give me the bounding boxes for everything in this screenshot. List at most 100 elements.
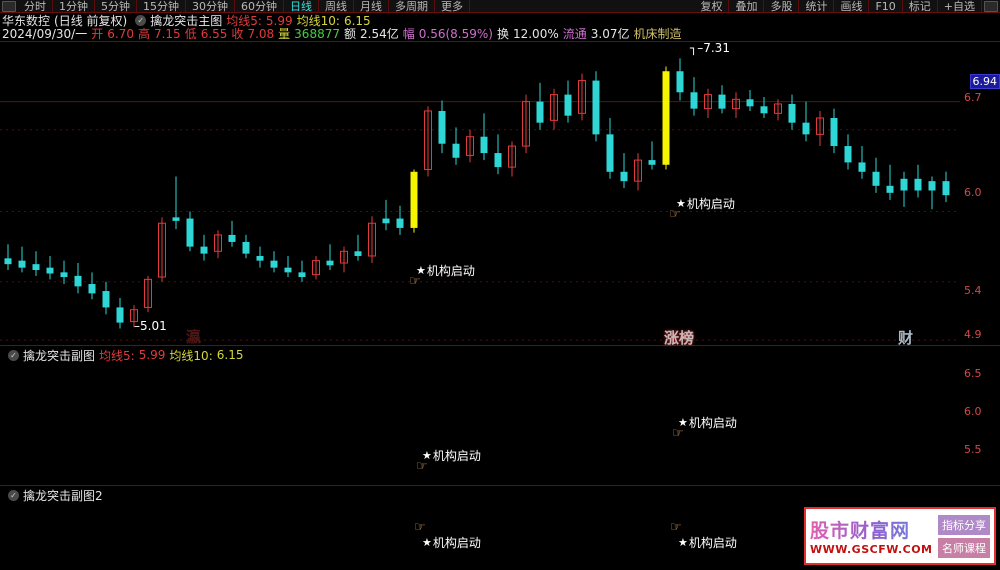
- tb-huaxian[interactable]: 画线: [834, 0, 869, 13]
- sub1-header[interactable]: ✓ 擒龙突击副图 均线5: 5.99 均线10: 6.15: [4, 348, 247, 362]
- tb-fenshi[interactable]: 分时: [18, 0, 53, 13]
- axis-label-main-0: 6.7: [964, 92, 998, 103]
- float-value: 3.07亿: [591, 25, 630, 42]
- sub1-signal-annotation-2: ★ 机构启动: [678, 414, 737, 431]
- tb-tongji[interactable]: 统计: [799, 0, 834, 13]
- axis-label-main-3: 4.9: [964, 329, 998, 340]
- turnover-label: 换: [497, 25, 509, 42]
- tb-30min[interactable]: 30分钟: [186, 0, 235, 13]
- window-icon[interactable]: [2, 1, 16, 12]
- open-label: 开: [91, 25, 103, 42]
- tb-add-watchlist[interactable]: +自选: [938, 0, 982, 13]
- tb-weekly[interactable]: 周线: [319, 0, 354, 13]
- tb-60min[interactable]: 60分钟: [235, 0, 284, 13]
- low-price-mark: –5.01: [134, 319, 167, 333]
- tb-diejia[interactable]: 叠加: [729, 0, 764, 13]
- sub1-ma5-value: 5.99: [139, 348, 166, 362]
- sub2-signal-annotation-2: ★ 机构启动: [678, 534, 737, 551]
- turnover-value: 12.00%: [513, 27, 559, 41]
- tb-monthly[interactable]: 月线: [354, 0, 389, 13]
- sub2-header[interactable]: ✓ 擒龙突击副图2: [4, 488, 107, 502]
- tb-15min[interactable]: 15分钟: [137, 0, 186, 13]
- sub1-signal-annotation-1: ★ 机构启动: [422, 447, 481, 464]
- site-watermark-box: 股市财富网 WWW.GSCFW.COM 指标分享 名师课程: [804, 507, 996, 565]
- tb-more[interactable]: 更多: [435, 0, 470, 13]
- main-chart-pane[interactable]: 6.7 6.0 5.4 4.9 6.94 ┐–7.31 –5.01 ★ 机构启动…: [0, 41, 1000, 345]
- signal-annotation-2: ★ 机构启动: [676, 195, 735, 212]
- range-value: 0.56(8.59%): [419, 27, 493, 41]
- sub2-hand-cursor-icon-1: ☞: [414, 520, 426, 535]
- tb-duogu[interactable]: 多股: [764, 0, 799, 13]
- toolbar-right-group[interactable]: 复权 叠加 多股 统计 画线 F10 标记 +自选: [694, 0, 1000, 13]
- sub2-hand-cursor-icon-2: ☞: [670, 520, 682, 535]
- range-label: 幅: [403, 25, 415, 42]
- current-price-tag: 6.94: [970, 74, 1000, 89]
- high-label: 高: [138, 25, 150, 42]
- indicator-share-button[interactable]: 指标分享: [938, 515, 990, 535]
- volume-value: 368877: [294, 27, 340, 41]
- sub-indicator-chart-1[interactable]: [0, 346, 960, 486]
- close-label: 收: [231, 25, 243, 42]
- tb-multi-period[interactable]: 多周期: [389, 0, 435, 13]
- sub1-signal-2-label: 机构启动: [689, 414, 737, 431]
- sub1-ma10-value: 6.15: [217, 348, 244, 362]
- watermark-center: 涨榜: [664, 327, 694, 348]
- axis-label-sub1-1: 6.0: [964, 406, 998, 417]
- high-price-mark: ┐–7.31: [690, 41, 730, 55]
- tb-daily[interactable]: 日线: [284, 0, 319, 13]
- site-watermark-buttons[interactable]: 指标分享 名师课程: [938, 515, 990, 558]
- toolbar-left-group[interactable]: 分时 1分钟 5分钟 15分钟 30分钟 60分钟 日线 周线 月线 多周期 更…: [0, 0, 470, 13]
- close-value: 7.08: [247, 27, 274, 41]
- sub-chart-pane-1[interactable]: ✓ 擒龙突击副图 均线5: 5.99 均线10: 6.15 6.5 6.0 5.…: [0, 345, 1000, 485]
- sub1-ma5-label: 均线5:: [99, 347, 135, 364]
- axis-label-sub1-0: 6.5: [964, 368, 998, 379]
- high-value: 7.15: [154, 27, 181, 41]
- site-watermark-text: 股市财富网 WWW.GSCFW.COM: [810, 516, 938, 556]
- low-label: 低: [185, 25, 197, 42]
- master-course-button[interactable]: 名师课程: [938, 538, 990, 558]
- site-title: 股市财富网: [810, 516, 938, 543]
- axis-label-sub1-2: 5.5: [964, 444, 998, 455]
- sub2-signal-2-label: 机构启动: [689, 534, 737, 551]
- tb-fuquan[interactable]: 复权: [694, 0, 729, 13]
- float-label: 流通: [563, 25, 587, 42]
- signal-annotation-1-label: 机构启动: [427, 262, 475, 279]
- tb-5min[interactable]: 5分钟: [95, 0, 137, 13]
- quote-date: 2024/09/30/一: [2, 25, 87, 42]
- sub1-chart-body[interactable]: [0, 346, 1000, 485]
- sub2-dropdown-icon[interactable]: ✓: [8, 490, 19, 501]
- amount-label: 额: [344, 25, 356, 42]
- hand-cursor-icon-1: ☞: [409, 274, 421, 289]
- hand-cursor-icon-2: ☞: [669, 207, 681, 222]
- star-icon: ★: [422, 536, 432, 549]
- site-url: WWW.GSCFW.COM: [810, 543, 938, 556]
- sub1-dropdown-icon[interactable]: ✓: [8, 350, 19, 361]
- sub1-signal-1-label: 机构启动: [433, 447, 481, 464]
- signal-annotation-1: ★ 机构启动: [416, 262, 475, 279]
- axis-label-main-1: 6.0: [964, 187, 998, 198]
- sub1-title[interactable]: 擒龙突击副图: [23, 347, 95, 364]
- sub1-hand-cursor-icon-1: ☞: [416, 459, 428, 474]
- axis-label-main-2: 5.4: [964, 285, 998, 296]
- amount-value: 2.54亿: [360, 25, 399, 42]
- memo-icon[interactable]: [984, 1, 998, 12]
- stock-info-line-2: 2024/09/30/一 开 6.70 高 7.15 低 6.55 收 7.08…: [2, 27, 686, 40]
- sub2-title[interactable]: 擒龙突击副图2: [23, 487, 103, 504]
- main-chart-body[interactable]: [0, 42, 1000, 345]
- volume-label: 量: [278, 25, 290, 42]
- candlestick-chart[interactable]: [0, 42, 960, 346]
- sub2-signal-1-label: 机构启动: [433, 534, 481, 551]
- watermark-left: 瀛: [186, 326, 201, 347]
- tb-biaoji[interactable]: 标记: [903, 0, 938, 13]
- watermark-right: 财: [898, 327, 913, 348]
- tb-f10[interactable]: F10: [869, 0, 902, 13]
- industry-label: 机床制造: [633, 25, 681, 42]
- low-value: 6.55: [201, 27, 228, 41]
- tb-1min[interactable]: 1分钟: [53, 0, 95, 13]
- sub1-ma10-label: 均线10:: [169, 347, 212, 364]
- sub1-hand-cursor-icon-2: ☞: [672, 426, 684, 441]
- sub2-signal-annotation-1: ★ 机构启动: [422, 534, 481, 551]
- star-icon: ★: [678, 536, 688, 549]
- open-value: 6.70: [107, 27, 134, 41]
- signal-annotation-2-label: 机构启动: [687, 195, 735, 212]
